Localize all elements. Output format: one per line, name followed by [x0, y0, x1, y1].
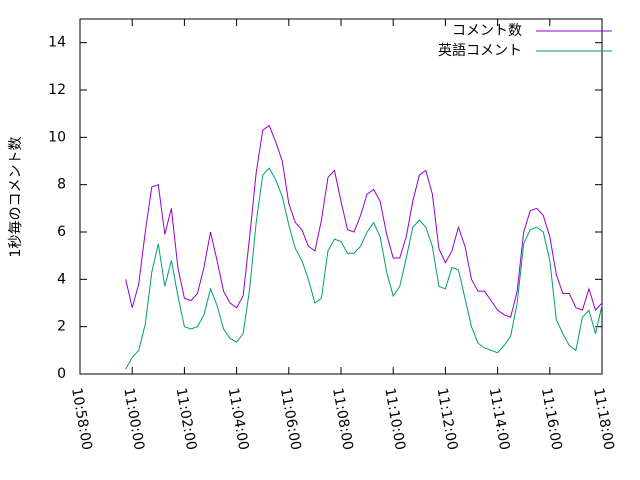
y-tick-label: 2: [57, 319, 66, 335]
series-line: [125, 167, 603, 370]
y-tick-label: 0: [57, 366, 66, 382]
x-tick-label: 11:02:00: [173, 387, 200, 452]
x-tick-label: 11:00:00: [120, 387, 147, 452]
x-tick-label: 11:04:00: [225, 387, 252, 452]
x-tick-label: 11:10:00: [381, 387, 408, 452]
y-tick-label: 14: [48, 35, 66, 51]
y-tick-label: 12: [48, 82, 66, 98]
x-tick-label: 11:18:00: [590, 387, 617, 452]
x-tick-label: 11:16:00: [538, 387, 565, 452]
y-tick-label: 6: [57, 224, 66, 240]
y-tick-label: 10: [48, 129, 66, 145]
series-line: [125, 124, 603, 318]
legend-label: 英語コメント: [438, 42, 522, 59]
x-tick-label: 11:08:00: [329, 387, 356, 452]
y-axis-label: 1秒毎のコメント数: [8, 137, 24, 258]
legend-label: コメント数: [452, 23, 522, 39]
y-tick-label: 8: [57, 177, 66, 193]
y-tick-label: 4: [57, 271, 66, 287]
x-tick-label: 11:06:00: [277, 387, 304, 452]
plot-frame: [79, 18, 603, 375]
x-tick-label: 11:14:00: [486, 387, 513, 452]
x-tick-label: 10:58:00: [68, 387, 95, 452]
x-tick-label: 11:12:00: [434, 387, 461, 452]
